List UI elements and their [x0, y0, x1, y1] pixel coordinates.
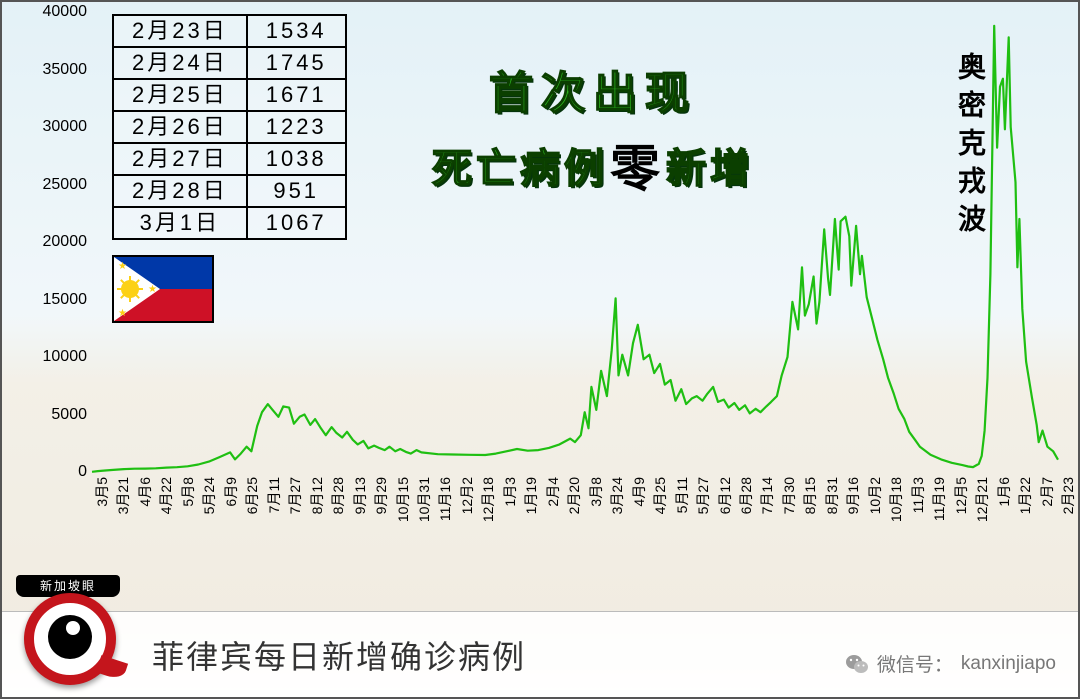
x-tick-label: 2月23 [1058, 477, 1078, 514]
x-tick-label: 10月2 [865, 477, 885, 514]
table-cell-value: 951 [247, 175, 346, 207]
table-cell-value: 1745 [247, 47, 346, 79]
table-cell-value: 1067 [247, 207, 346, 239]
x-tick-label: 7月27 [285, 477, 305, 514]
x-tick-label: 1月6 [994, 477, 1014, 507]
table-row: 2月27日1038 [113, 143, 346, 175]
table-row: 2月23日1534 [113, 15, 346, 47]
table-row: 2月26日1223 [113, 111, 346, 143]
table-cell-value: 1223 [247, 111, 346, 143]
x-tick-label: 12月21 [972, 477, 992, 522]
x-tick-label: 6月25 [242, 477, 262, 514]
x-tick-label: 1月22 [1015, 477, 1035, 514]
x-tick-label: 4月6 [135, 477, 155, 507]
y-tick-label: 5000 [27, 406, 87, 424]
x-tick-label: 10月31 [414, 477, 434, 522]
x-tick-label: 10月15 [393, 477, 413, 522]
table-cell-date: 2月28日 [113, 175, 247, 207]
y-tick-label: 10000 [27, 348, 87, 366]
table-cell-value: 1534 [247, 15, 346, 47]
x-tick-label: 7月11 [264, 477, 284, 513]
y-tick-label: 40000 [27, 3, 87, 21]
x-tick-label: 9月16 [843, 477, 863, 514]
wechat-attribution: 微信号： kanxinjiapo [845, 650, 1056, 677]
table-cell-date: 2月23日 [113, 15, 247, 47]
x-tick-label: 8月31 [822, 477, 842, 514]
table-row: 2月24日1745 [113, 47, 346, 79]
table-cell-value: 1671 [247, 79, 346, 111]
philippines-flag: ★ ★ ★ [112, 255, 214, 323]
x-tick-label: 2月7 [1037, 477, 1057, 507]
headline-line2-b: 新增 [666, 136, 754, 194]
x-tick-label: 8月12 [307, 477, 327, 514]
table-cell-date: 2月27日 [113, 143, 247, 175]
x-tick-label: 12月5 [951, 477, 971, 514]
wechat-id: kanxinjiapo [961, 653, 1056, 675]
x-tick-label: 6月9 [221, 477, 241, 507]
wechat-icon [845, 652, 869, 676]
table-cell-date: 2月26日 [113, 111, 247, 143]
x-tick-label: 1月19 [521, 477, 541, 514]
x-tick-label: 7月14 [757, 477, 777, 514]
table-cell-date: 2月25日 [113, 79, 247, 111]
headline-line1: 首次出现 [432, 57, 754, 121]
x-tick-label: 1月3 [500, 477, 520, 507]
footer-bar: 菲律宾每日新增确诊病例 微信号： kanxinjiapo [2, 611, 1078, 697]
chart-caption: 菲律宾每日新增确诊病例 [152, 632, 526, 678]
headline-line2-a: 死亡病例 [432, 136, 608, 194]
x-tick-label: 3月5 [92, 477, 112, 507]
x-tick-label: 10月18 [886, 477, 906, 522]
x-tick-label: 9月29 [371, 477, 391, 514]
table-cell-value: 1038 [247, 143, 346, 175]
x-tick-label: 2月20 [564, 477, 584, 514]
x-tick-label: 6月28 [736, 477, 756, 514]
x-tick-label: 5月8 [178, 477, 198, 507]
y-tick-label: 15000 [27, 291, 87, 309]
x-tick-label: 7月30 [779, 477, 799, 514]
x-tick-label: 12月2 [457, 477, 477, 514]
table-row: 3月1日1067 [113, 207, 346, 239]
x-tick-label: 11月19 [929, 477, 949, 521]
x-tick-label: 11月16 [435, 477, 455, 521]
x-tick-label: 11月3 [908, 477, 928, 513]
table-cell-date: 3月1日 [113, 207, 247, 239]
x-tick-label: 3月24 [607, 477, 627, 514]
x-tick-label: 3月8 [586, 477, 606, 507]
recent-cases-table: 2月23日15342月24日17452月25日16712月26日12232月27… [112, 14, 347, 240]
source-logo: 新加坡眼 [16, 573, 134, 691]
x-tick-label: 4月9 [629, 477, 649, 507]
headline-zero: 零 [610, 129, 664, 201]
headline: 首次出现 死亡病例 零 新增 [432, 57, 754, 201]
table-row: 2月28日951 [113, 175, 346, 207]
y-tick-label: 35000 [27, 61, 87, 79]
omicron-wave-label: 奥密克戎波 [950, 52, 990, 242]
x-tick-label: 9月13 [350, 477, 370, 514]
table-cell-date: 2月24日 [113, 47, 247, 79]
headline-line2: 死亡病例 零 新增 [432, 129, 754, 201]
y-tick-label: 20000 [27, 233, 87, 251]
y-tick-label: 0 [27, 463, 87, 481]
x-tick-label: 4月25 [650, 477, 670, 514]
x-tick-label: 3月21 [113, 477, 133, 514]
x-tick-label: 2月4 [543, 477, 563, 507]
x-tick-label: 8月15 [800, 477, 820, 514]
x-axis-labels: 3月53月214月64月225月85月246月96月257月117月278月12… [92, 477, 1058, 597]
x-tick-label: 5月24 [199, 477, 219, 514]
x-tick-label: 4月22 [156, 477, 176, 514]
x-tick-label: 6月12 [715, 477, 735, 514]
x-tick-label: 5月27 [693, 477, 713, 514]
x-tick-label: 5月11 [672, 477, 692, 513]
table-row: 2月25日1671 [113, 79, 346, 111]
x-tick-label: 8月28 [328, 477, 348, 514]
chart-frame: 0 5000 10000 15000 20000 25000 30000 35000 40000… [0, 0, 1080, 699]
y-tick-label: 25000 [27, 176, 87, 194]
wechat-label: 微信号： [877, 650, 953, 677]
x-tick-label: 12月18 [478, 477, 498, 522]
y-tick-label: 30000 [27, 118, 87, 136]
